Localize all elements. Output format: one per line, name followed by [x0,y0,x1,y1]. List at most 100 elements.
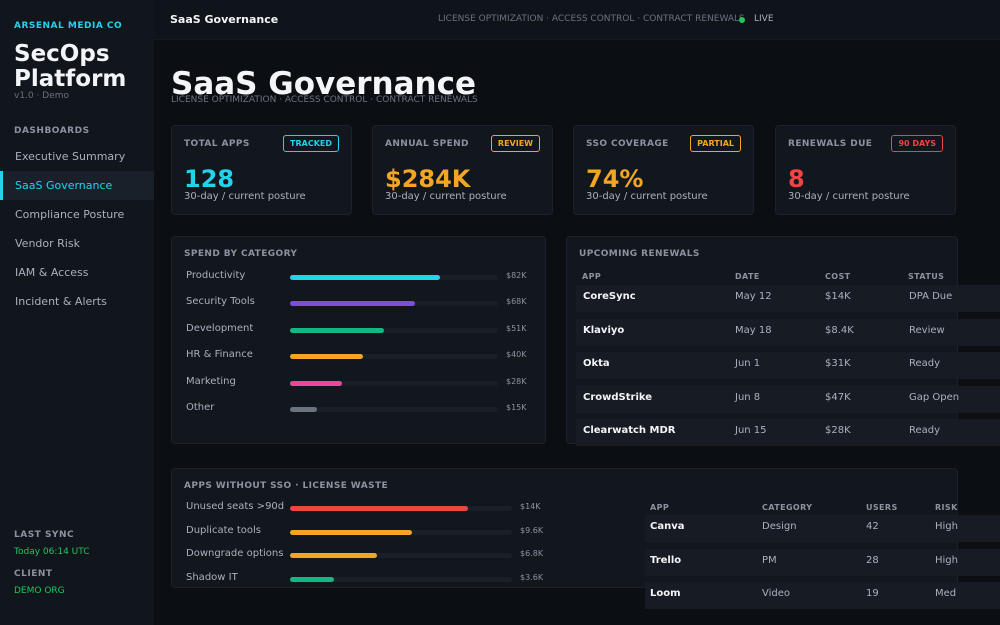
sidebar-item-vendor-risk[interactable]: Vendor Risk [15,237,80,250]
spend-by-category-panel: SPEND BY CATEGORY Productivity $82K Securi… [171,236,546,444]
table-cell: Ready [909,358,941,369]
last-sync-label: LAST SYNC [14,530,75,540]
bar-row[interactable]: Other $15K [186,402,536,416]
table-row[interactable]: Canva Design 42 High [645,515,1000,542]
kpi-label: ANNUAL SPEND [385,139,469,149]
app-title: SecOps Platform [14,41,127,92]
table-cell: PM [762,554,777,566]
table-cell: Review [909,324,945,336]
table-cell: 28 [866,554,879,566]
topbar-title: SaaS Governance [170,13,279,26]
bar-row[interactable]: HR & Finance $40K [186,349,536,363]
bar-label: Downgrade options [186,548,284,560]
table-cell: $47K [825,391,851,403]
column-header-users[interactable]: USERS [866,503,898,512]
status-badge: PARTIAL [690,135,741,152]
kpi-value: 128 [184,165,235,193]
sidebar-item-saas-governance[interactable]: SaaS Governance [0,171,154,200]
column-header-category[interactable]: CATEGORY [762,503,813,512]
bar-fill [290,576,334,582]
table-cell: Jun 8 [735,391,761,403]
table-cell: 42 [866,521,879,532]
bar-label: Unused seats >90d [186,501,285,512]
table-cell: DPA Due [909,291,953,302]
column-header-status[interactable]: STATUS [908,272,945,281]
table-cell: May 18 [735,324,772,336]
table-row[interactable]: Loom Video 19 Med [645,582,1000,609]
column-header-app[interactable]: APP [650,503,670,512]
table-cell: Clearwatch MDR [583,425,676,436]
client-label: CLIENT [14,569,53,579]
table-cell: Design [762,521,797,532]
table-row[interactable]: Klaviyo May 18 $8.4K Review [576,318,1000,346]
kpi-value: $284K [385,165,471,193]
column-header-risk[interactable]: RISK [935,503,958,512]
panel-title: SPEND BY CATEGORY [184,249,298,259]
kpi-card-sso-coverage[interactable]: SSO COVERAGE PARTIAL 74% 30-day / curren… [573,125,754,215]
kpi-card-total-apps[interactable]: TOTAL APPS TRACKED 128 30-day / current … [171,125,352,215]
table-row[interactable]: Trello PM 28 High [645,548,1000,576]
kpi-label: TOTAL APPS [184,139,250,149]
table-cell: Canva [650,521,685,532]
sidebar-item-iam-access[interactable]: IAM & Access [15,266,89,279]
bar-value: $82K [506,271,527,280]
bar-value: $68K [506,297,527,307]
table-cell: Loom [650,588,681,599]
table-row[interactable]: Okta Jun 1 $31K Ready [576,352,1000,379]
table-cell: 19 [866,588,879,599]
bar-row[interactable]: Security Tools $68K [186,296,536,310]
sidebar-item-compliance-posture[interactable]: Compliance Posture [15,208,125,221]
table-cell: $8.4K [825,324,854,336]
bar-track [290,301,498,307]
bar-fill [290,506,468,511]
table-row[interactable]: CoreSync May 12 $14K DPA Due [576,285,1000,312]
table-row[interactable]: Clearwatch MDR Jun 15 $28K Ready [576,419,1000,446]
live-status-label: LIVE [754,14,774,24]
bar-value: $28K [506,376,527,386]
table-cell: Ready [909,425,941,436]
table-cell: Gap Open [909,391,960,403]
bar-track [290,354,498,360]
bar-value: $9.6K [520,525,544,535]
table-cell: $31K [825,358,851,369]
bar-row[interactable]: Marketing $28K [186,376,536,390]
bar-row[interactable]: Productivity $82K [186,270,536,284]
table-cell: CrowdStrike [583,391,653,403]
sidebar-item-executive-summary[interactable]: Executive Summary [15,150,126,163]
bar-value: $6.8K [520,549,544,559]
column-header-cost[interactable]: COST [825,272,851,281]
status-badge: 90 DAYS [891,135,943,152]
bar-row[interactable]: Duplicate tools $9.6K [186,524,543,539]
kpi-card-annual-spend[interactable]: ANNUAL SPEND REVIEW $284K 30-day / curre… [372,125,553,215]
page-subtitle: LICENSE OPTIMIZATION · ACCESS CONTROL · … [171,95,478,105]
live-status-dot-icon [739,17,745,23]
bar-row[interactable]: Development $51K [186,323,536,337]
table-cell: Jun 15 [735,425,767,436]
bar-fill [290,327,384,333]
kpi-label: RENEWALS DUE [788,139,873,149]
bar-fill [290,301,415,307]
bar-row[interactable]: Unused seats >90d $14K [186,501,541,515]
kpi-card-renewals-due[interactable]: RENEWALS DUE 90 DAYS 8 30-day / current … [775,125,956,215]
bar-track [290,506,512,511]
table-cell: $14K [825,291,851,302]
app-version: v1.0 · Demo [14,91,69,101]
table-row[interactable]: CrowdStrike Jun 8 $47K Gap Open [576,385,1000,413]
column-header-app[interactable]: APP [582,272,602,281]
column-header-date[interactable]: DATE [735,272,760,281]
bar-row[interactable]: Shadow IT $3.6K [186,572,543,586]
bar-label: Other [186,402,215,413]
bar-track [290,576,512,582]
table-cell: CoreSync [583,291,636,302]
table-cell: Med [935,588,957,599]
kpi-label: SSO COVERAGE [586,139,669,149]
bar-value: $14K [520,502,541,511]
bar-row[interactable]: Downgrade options $6.8K [186,548,543,562]
kpi-subtext: 30-day / current posture [385,191,507,202]
bar-label: Duplicate tools [186,524,261,536]
page-title: SaaS Governance [171,66,477,102]
sidebar-item-incident-alerts[interactable]: Incident & Alerts [15,295,107,308]
bar-track [290,529,512,535]
panel-title: APPS WITHOUT SSO · LICENSE WASTE [184,481,389,491]
kpi-value: 8 [788,165,805,193]
